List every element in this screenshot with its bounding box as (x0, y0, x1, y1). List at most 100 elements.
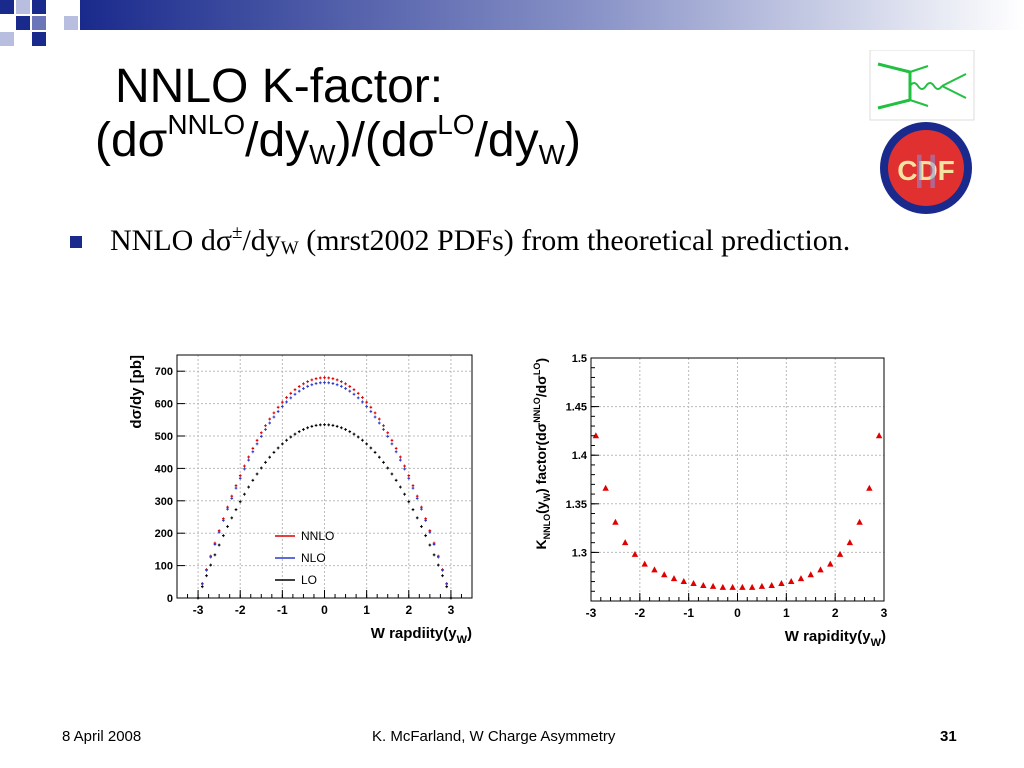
k-factor-point (690, 580, 697, 587)
k-factor-point (709, 582, 717, 589)
k-factor-point (670, 575, 678, 582)
y-tick-label: 1.5 (572, 353, 587, 365)
chart-cross-section: -3 -2 -1 0 1 2 3 0 100 200 300 400 500 600 700 NNLO NLO… (128, 354, 473, 645)
feynman-diagram-icon (869, 50, 975, 121)
k-factor-point (778, 580, 785, 587)
x-tick-label: -2 (634, 606, 645, 620)
x-tick-label: -2 (235, 603, 246, 617)
chart-points (592, 432, 883, 590)
k-factor-point (856, 518, 863, 525)
title-line-1: NNLO K-factor: (115, 60, 444, 113)
k-factor-point (592, 432, 600, 439)
y-tick-label: 500 (155, 431, 173, 443)
x-axis-label: W rapidity(yW) (785, 628, 886, 649)
title-subscript: W (538, 139, 566, 170)
legend-label: NLO (301, 551, 326, 565)
y-tick-label: 100 (155, 561, 173, 573)
title-part: (dσ (95, 114, 168, 167)
y-axis-label: dσ/dy [pb] (128, 355, 145, 429)
footer-author: K. McFarland, W Charge Asymmetry (372, 728, 616, 745)
header-decoration (0, 0, 1024, 46)
k-factor-point (866, 484, 873, 491)
k-factor-point (661, 571, 668, 578)
k-factor-point (817, 566, 824, 573)
legend-label: NNLO (301, 529, 334, 543)
k-factor-point (739, 583, 746, 590)
bullet-subscript: W (280, 238, 299, 259)
x-tick-label: 2 (832, 606, 839, 620)
x-tick-label: -1 (277, 603, 288, 617)
k-factor-point (836, 550, 844, 557)
y-tick-label: 700 (155, 366, 173, 378)
bullet-part: (mrst2002 PDFs) from theoretical predict… (298, 224, 851, 257)
bullet-superscript: ± (232, 222, 243, 243)
bullet-part: NNLO dσ (110, 224, 232, 257)
y-tick-label: 1.3 (572, 547, 587, 559)
legend-label: LO (301, 573, 317, 587)
title-superscript: NNLO (167, 109, 246, 140)
k-factor-point (621, 539, 629, 546)
chart-grid (590, 357, 885, 601)
k-factor-point (602, 484, 609, 491)
k-factor-point (788, 578, 795, 585)
x-tick-label: -1 (683, 606, 694, 620)
x-tick-label: 1 (363, 603, 370, 617)
y-tick-label: 0 (167, 593, 173, 605)
k-factor-point (875, 432, 883, 439)
footer-date: 8 April 2008 (62, 728, 142, 745)
title-part: /dy (245, 114, 310, 167)
y-tick-label: 1.35 (566, 499, 587, 511)
cdf-logo: CDF II (880, 122, 972, 214)
title-part: /dy (474, 114, 539, 167)
x-tick-label: -3 (193, 603, 204, 617)
k-factor-point (631, 550, 639, 557)
title-part: ) (565, 114, 582, 167)
k-factor-point (748, 583, 756, 590)
title-superscript: LO (437, 109, 475, 140)
k-factor-point (719, 583, 727, 590)
y-tick-label: 200 (155, 528, 173, 540)
k-factor-point (797, 575, 805, 582)
chart-ticks: -3 -2 -1 0 1 2 3 0 100 200 300 400 500 600 700 (155, 366, 473, 617)
k-factor-point (680, 578, 687, 585)
chart-ticks: -3 -2 -1 0 1 2 3 1.3 1.35 1.4 1.45 1.5 (566, 353, 888, 620)
square-bullet-icon (70, 236, 82, 248)
title-part: )/(dσ (335, 114, 438, 167)
x-tick-label: 0 (321, 603, 328, 617)
x-tick-label: 2 (405, 603, 412, 617)
x-axis-label: W rapdiity(yW) (371, 625, 472, 645)
k-factor-point (846, 539, 854, 546)
y-tick-label: 300 (155, 496, 173, 508)
cdf-logo-roman: II (913, 146, 940, 199)
cdf-logo-text: CDF (897, 155, 955, 186)
y-tick-label: 600 (155, 399, 173, 411)
y-tick-label: 1.4 (572, 450, 588, 462)
x-tick-label: -3 (586, 606, 597, 620)
logos: CDF II (869, 50, 975, 214)
title-subscript: W (309, 139, 336, 170)
x-tick-label: 3 (881, 606, 888, 620)
bullet-part: /dy (242, 224, 281, 257)
k-factor-point (758, 582, 766, 589)
k-factor-point (641, 560, 648, 567)
page-number: 31 (940, 728, 957, 745)
bullet-text: NNLO dσ±/dyW (mrst2002 PDFs) from theore… (110, 222, 890, 260)
y-tick-label: 1.45 (566, 402, 587, 414)
k-factor-point (700, 581, 707, 588)
y-tick-label: 400 (155, 463, 173, 475)
chart-grid (177, 355, 472, 599)
chart-k-factor: -3 -2 -1 0 1 2 3 1.3 1.35 1.4 1.45 1.5 W rapidity(y… (532, 353, 888, 649)
k-factor-point (768, 581, 775, 588)
chart-legend: NNLO NLO LO (275, 529, 334, 587)
title-line-2: (dσNNLO/dyW)/(dσLO/dyW) (95, 111, 582, 170)
x-tick-label: 0 (734, 606, 741, 620)
y-axis-label: KNNLO(yW) factor(dσNNLO/dσLO) (532, 358, 552, 550)
k-factor-point (651, 566, 658, 573)
x-tick-label: 3 (448, 603, 455, 617)
k-factor-point (827, 560, 834, 567)
k-factor-point (729, 583, 736, 590)
k-factor-point (612, 518, 619, 525)
slide-title: NNLO K-factor: (dσNNLO/dyW)/(dσLO/dyW) (95, 60, 581, 169)
x-tick-label: 1 (783, 606, 790, 620)
k-factor-point (807, 571, 814, 578)
